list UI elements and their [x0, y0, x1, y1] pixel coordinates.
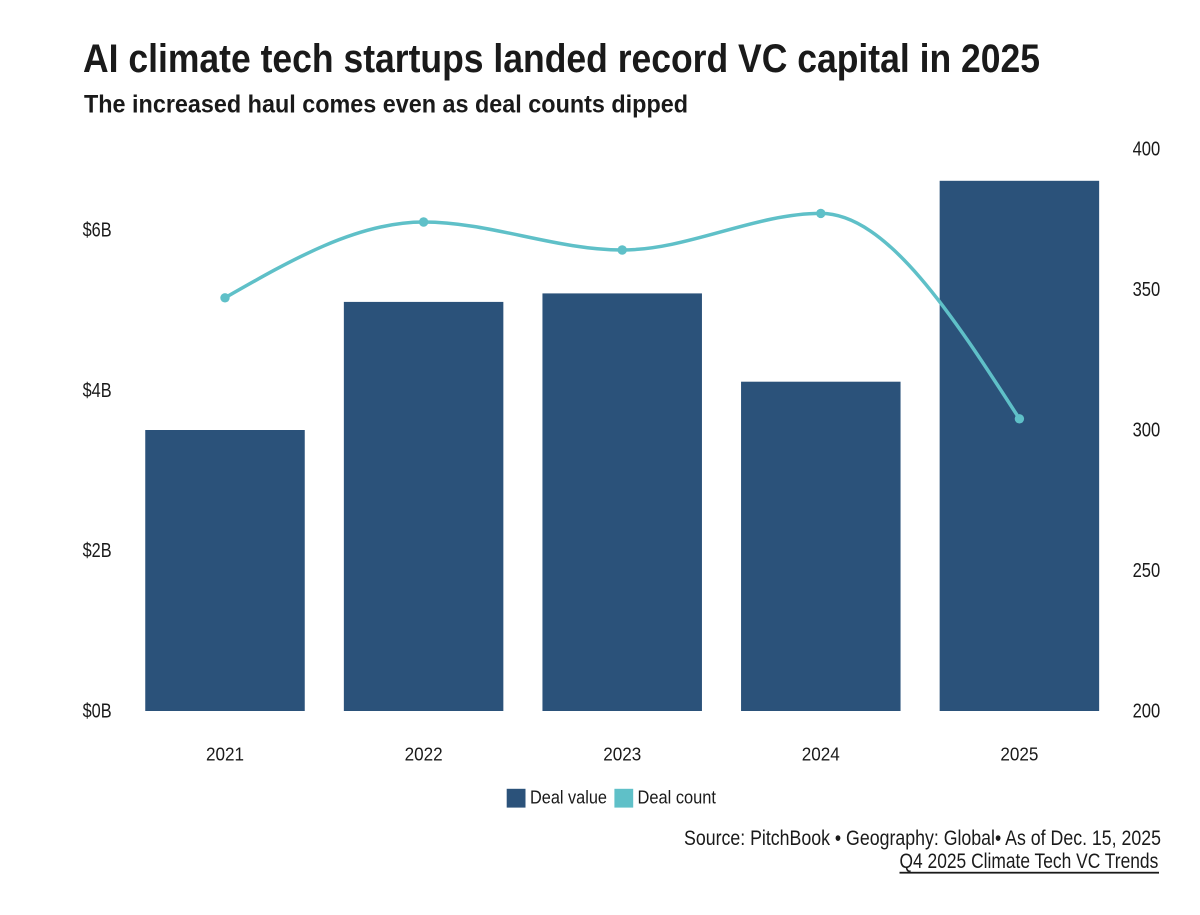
svg-text:2022: 2022	[405, 744, 443, 765]
svg-text:Source: PitchBook • Geography:: Source: PitchBook • Geography: Global• A…	[684, 827, 1161, 850]
svg-text:2023: 2023	[603, 744, 641, 765]
svg-text:400: 400	[1133, 139, 1161, 161]
svg-text:Q4 2025 Climate Tech VC Trends: Q4 2025 Climate Tech VC Trends	[900, 850, 1159, 873]
svg-text:$6B: $6B	[83, 219, 112, 241]
svg-text:300: 300	[1133, 420, 1161, 442]
svg-text:2024: 2024	[802, 744, 840, 765]
svg-text:200: 200	[1133, 701, 1161, 723]
svg-text:2021: 2021	[206, 744, 244, 765]
svg-text:250: 250	[1133, 560, 1161, 582]
svg-text:Deal count: Deal count	[638, 787, 717, 807]
svg-text:$0B: $0B	[83, 701, 112, 723]
svg-text:$2B: $2B	[83, 540, 112, 562]
svg-text:The increased haul comes even: The increased haul comes even as deal co…	[84, 90, 688, 118]
svg-text:AI climate tech startups lande: AI climate tech startups landed record V…	[83, 37, 1040, 81]
svg-text:Deal value: Deal value	[530, 787, 607, 807]
svg-text:350: 350	[1133, 279, 1161, 301]
svg-text:2025: 2025	[1000, 744, 1038, 765]
svg-text:$4B: $4B	[83, 380, 112, 402]
